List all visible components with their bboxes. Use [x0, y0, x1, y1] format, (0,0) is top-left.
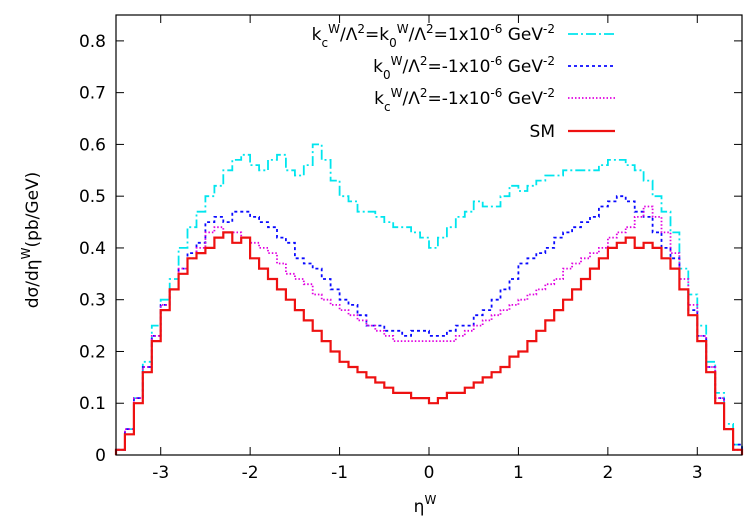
x-axis-label-sup: W [424, 493, 436, 507]
y-tick-label: 0.1 [79, 394, 106, 414]
legend-text-part: c [384, 100, 391, 114]
legend-text-part: GeV [502, 25, 543, 45]
x-tick-label: 0 [424, 463, 435, 483]
legend-text-part: -2 [543, 22, 555, 36]
legend-label-3: kcW/Λ2=-1x10-6 GeV-2 [374, 86, 555, 114]
x-axis-label: ηW [414, 493, 437, 517]
series-line-1 [115, 143, 743, 455]
legend-text-part: 2 [420, 86, 428, 100]
x-tick-label: 2 [602, 463, 613, 483]
legend-text-part: -2 [543, 86, 555, 100]
y-tick-label: 0.4 [79, 239, 106, 259]
y-tick-label: 0.2 [79, 342, 106, 362]
legend-text-part: W [397, 22, 409, 36]
legend-text-part: =k [365, 25, 389, 45]
x-tick-label: 1 [513, 463, 524, 483]
legend-text-part: 0 [389, 36, 397, 50]
x-tick-label: 3 [692, 463, 703, 483]
legend-text-part: 2 [426, 22, 434, 36]
legend-text-part: k [373, 57, 383, 77]
legend-text-part: GeV [502, 89, 543, 109]
y-tick-label: 0.7 [79, 84, 106, 104]
legend-text-part: k [312, 25, 322, 45]
legend-text-part: -6 [490, 86, 502, 100]
legend-text-part: =1x10 [434, 25, 491, 45]
legend-text-part: 2 [357, 22, 365, 36]
x-axis-label-base: η [414, 497, 425, 517]
series-line-3 [115, 205, 743, 455]
legend-label-4: SM [530, 122, 555, 142]
legend-text-part: k [374, 89, 384, 109]
legend-text-part: W [391, 54, 403, 68]
series-line-4 [114, 231, 744, 455]
legend-text-part: 0 [383, 68, 391, 82]
y-tick-label: 0.3 [79, 291, 106, 311]
legend-text-part: -6 [490, 54, 502, 68]
y-tick-label: 0 [95, 446, 106, 466]
legend-text-part: -2 [543, 54, 555, 68]
y-tick-label: 0.8 [79, 32, 106, 52]
ticks-layer: -3 -2 -1 0 1 2 3 0 0.1 0.2 0.3 0.4 0.5 0.6 0.7 0.8 [79, 15, 742, 483]
legend-text-part: =-1x10 [428, 89, 491, 109]
legend-label-1: kcW/Λ2=k0W/Λ2=1x10-6 GeV-2 [312, 22, 555, 50]
series-layer [114, 143, 744, 455]
y-tick-label: 0.5 [79, 187, 106, 207]
x-tick-label: -3 [152, 463, 169, 483]
legend-text-part: /Λ [340, 25, 358, 45]
legend-text-part: SM [530, 122, 555, 142]
y-tick-label: 0.6 [79, 135, 106, 155]
legend-label-2: k0W/Λ2=-1x10-6 GeV-2 [373, 54, 555, 82]
legend-text-part: /Λ [403, 89, 421, 109]
y-axis-label: dσ/dηW(pb/GeV) [19, 172, 43, 309]
y-axis-label-main: dσ/dη [23, 259, 43, 308]
legend-text-part: /Λ [403, 57, 421, 77]
legend-text-part: W [391, 86, 403, 100]
y-axis-label-sup: W [19, 247, 33, 259]
legend-text-part: 2 [420, 54, 428, 68]
legend-text-part: /Λ [409, 25, 427, 45]
x-tick-label: -2 [242, 463, 259, 483]
y-axis-label-tail: (pb/GeV) [23, 172, 43, 248]
legend-text-part: GeV [502, 57, 543, 77]
legend-text-part: W [328, 22, 340, 36]
legend-text-part: c [322, 36, 329, 50]
x-tick-label: -1 [331, 463, 348, 483]
legend-text-part: -6 [490, 22, 502, 36]
legend: kcW/Λ2=k0W/Λ2=1x10-6 GeV-2k0W/Λ2=-1x10-6… [312, 22, 615, 142]
legend-text-part: =-1x10 [428, 57, 491, 77]
